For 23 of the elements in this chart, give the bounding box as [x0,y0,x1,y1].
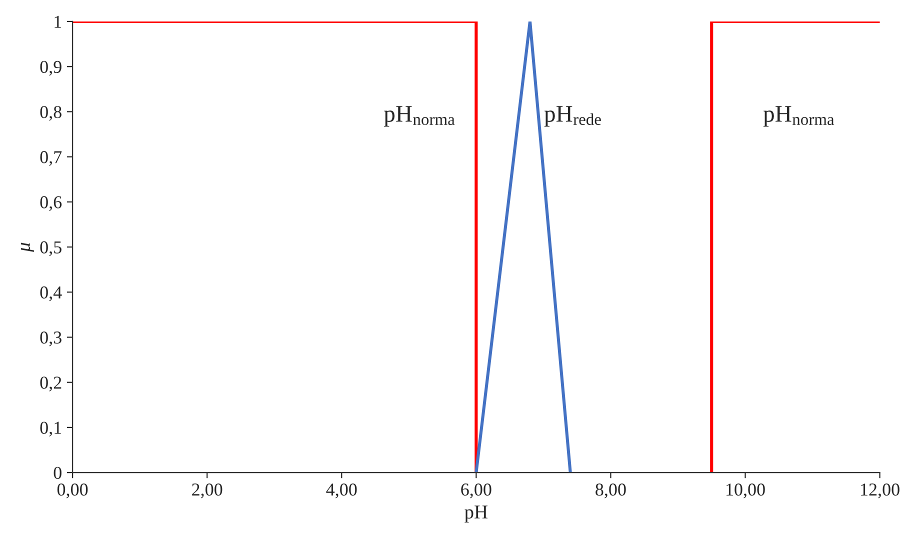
annotation: pH$_{rede}$ [544,106,601,127]
x-tick-label: 8,00 [596,484,626,498]
annotation: pH$_{norma}$ [763,106,834,127]
x-tick-label: 0,00 [57,484,88,498]
y-tick-label: 0,7 [40,151,62,166]
y-tick-label: 1 [54,16,62,28]
y-tick-label: 0,9 [40,60,62,76]
x-tick-label: 4,00 [326,484,357,498]
x-tick-label: 12,00 [861,484,900,498]
y-tick-label: 0,2 [40,376,62,392]
y-tick-label: 0,8 [40,106,62,121]
y-tick-label: 0,5 [40,241,62,256]
y-axis-title: μ [20,242,34,252]
y-tick-label: 0 [54,466,62,479]
x-tick-label: 2,00 [192,484,222,498]
x-tick-label: 10,00 [726,484,765,498]
annotation: pH$_{norma}$ [384,106,455,127]
y-tick-label: 0,3 [40,331,62,346]
x-axis-title: pH [464,506,488,523]
y-tick-label: 0,6 [40,196,62,211]
y-tick-label: 0,4 [40,286,62,302]
x-tick-label: 6,00 [461,484,492,498]
y-tick-label: 0,1 [40,422,62,436]
